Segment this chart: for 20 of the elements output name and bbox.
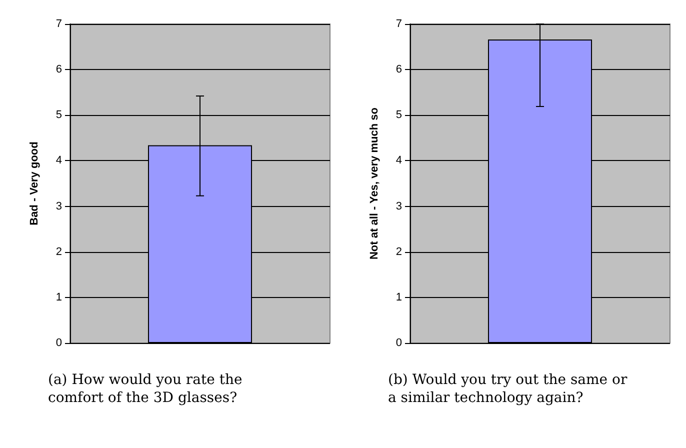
- y-tick-label: 2: [56, 246, 62, 258]
- y-tick-label: 4: [56, 154, 62, 167]
- y-tick-label: 7: [396, 18, 402, 30]
- text: (a) How would you rate the comfort of the 3D glasses?: [48, 371, 244, 408]
- text: (b) Would you try out the same or a similar technology again?: [388, 371, 628, 408]
- y-tick-label: 6: [56, 64, 62, 76]
- y-axis-title: Bad - Very good: [28, 142, 40, 226]
- y-tick-label: 1: [56, 291, 62, 304]
- y-tick-label: 5: [56, 109, 62, 122]
- y-tick-label: 0: [56, 337, 62, 349]
- y-tick-label: 7: [56, 18, 62, 30]
- y-axis-title: Not at all - Yes, very much so: [368, 107, 380, 260]
- y-tick-label: 3: [396, 200, 402, 212]
- y-tick-label: 6: [396, 64, 402, 76]
- y-tick-label: 4: [396, 154, 402, 167]
- y-tick-label: 5: [396, 109, 402, 122]
- y-tick-label: 2: [396, 246, 402, 258]
- y-tick-label: 1: [396, 291, 402, 304]
- y-tick-label: 3: [56, 200, 62, 212]
- y-tick-label: 0: [396, 337, 402, 349]
